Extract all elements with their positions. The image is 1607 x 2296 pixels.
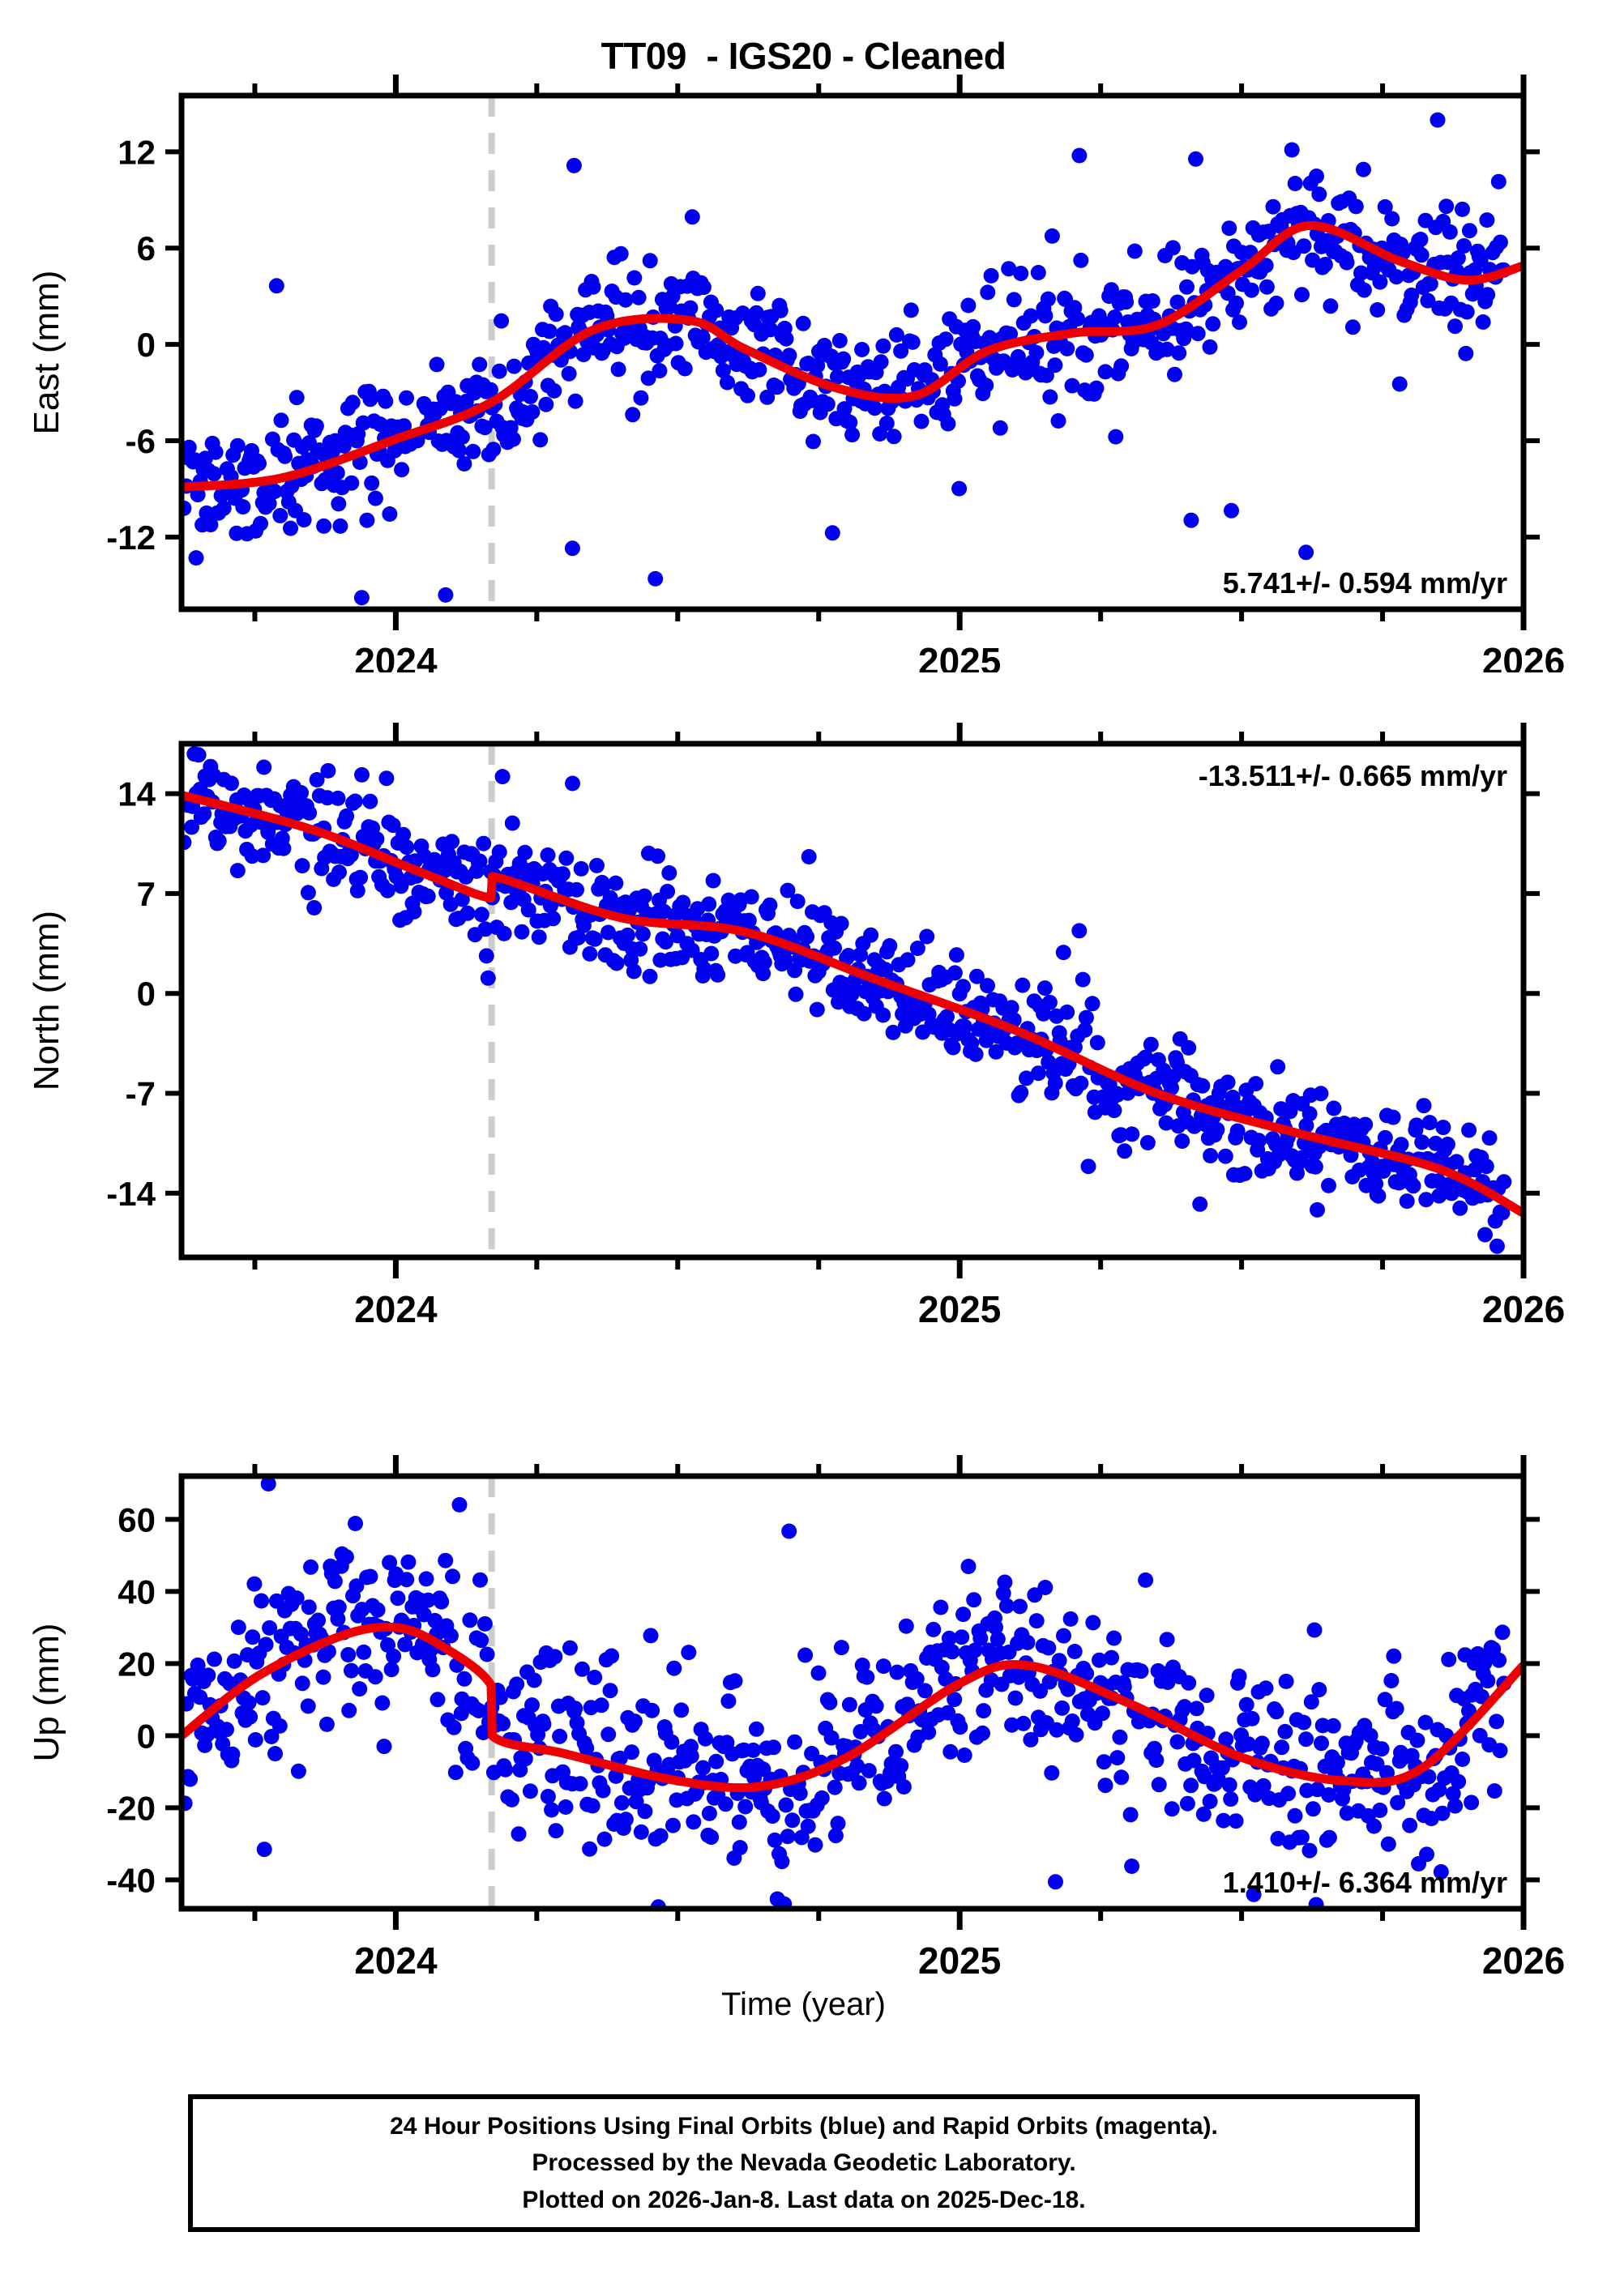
footer-line-1: 24 Hour Positions Using Final Orbits (bl… <box>390 2112 1218 2140</box>
y-axis-label: North (mm) <box>27 911 66 1090</box>
y-tick-label: 60 <box>118 1500 156 1538</box>
plot-frame <box>178 740 1527 1261</box>
y-axis-label: Up (mm) <box>27 1623 66 1761</box>
y-tick-label: -6 <box>126 422 156 460</box>
panel-up: 60 40 20 0 -20 -40 2024 2025 2026 Up (mm) 1.410+/-… <box>0 1345 1607 2042</box>
x-axis-label: Time (year) <box>721 1987 886 2022</box>
plot-frame <box>178 1473 1527 1912</box>
rate-annotation: 5.741+/- 0.594 mm/yr <box>1223 566 1507 600</box>
data-point-cloud <box>182 1476 1512 1909</box>
x-tick-label: 2024 <box>354 1288 438 1330</box>
rate-annotation: -13.511+/- 0.665 mm/yr <box>1199 759 1507 792</box>
trend-line <box>182 1622 1524 1793</box>
y-tick-label: 40 <box>118 1573 156 1611</box>
page-title: TT09 - IGS20 - Cleaned <box>600 35 1007 77</box>
y-tick-label: 0 <box>137 326 156 364</box>
y-tick-label: -14 <box>106 1175 156 1213</box>
footer-caption-box: 24 Hour Positions Using Final Orbits (bl… <box>188 2094 1420 2232</box>
y-tick-label: 20 <box>118 1645 156 1683</box>
y-tick-label: 0 <box>137 1717 156 1755</box>
y-tick-label: 6 <box>137 229 156 267</box>
x-tick-label: 2024 <box>354 640 438 672</box>
x-tick-label: 2025 <box>918 640 1001 672</box>
x-tick-label: 2025 <box>918 1940 1001 1982</box>
footer-line-3: Plotted on 2026-Jan-8. Last data on 2025… <box>522 2186 1086 2213</box>
rate-annotation: 1.410+/- 6.364 mm/yr <box>1223 1866 1507 1899</box>
x-tick-label: 2026 <box>1482 1288 1565 1330</box>
trend-line <box>182 790 1524 1218</box>
y-tick-label: 7 <box>137 875 156 913</box>
y-tick-label: 14 <box>118 775 156 813</box>
x-tick-label: 2026 <box>1482 1940 1565 1982</box>
data-point-cloud <box>182 746 1512 1254</box>
y-tick-label: -40 <box>106 1861 156 1899</box>
footer-line-2: Processed by the Nevada Geodetic Laborat… <box>532 2149 1076 2177</box>
trend-line <box>182 220 1524 492</box>
y-tick-label: -12 <box>106 519 156 557</box>
x-tick-label: 2024 <box>354 1940 438 1982</box>
x-tick-label: 2025 <box>918 1288 1001 1330</box>
panel-north: 14 7 0 -7 -14 2024 2025 2026 North (mm) -13.511+/… <box>0 672 1607 1345</box>
y-tick-label: -7 <box>126 1074 156 1112</box>
plot-frame <box>178 92 1527 612</box>
data-point-cloud <box>182 112 1511 606</box>
panel-east: 12 6 0 -6 -12 2024 2025 2026 East (mm) 5.741+/- 0… <box>0 0 1607 672</box>
y-tick-label: -20 <box>106 1789 156 1827</box>
y-axis-label: East (mm) <box>27 271 66 435</box>
y-tick-label: 12 <box>118 133 156 171</box>
x-tick-label: 2026 <box>1482 640 1565 672</box>
y-tick-label: 0 <box>137 975 156 1013</box>
